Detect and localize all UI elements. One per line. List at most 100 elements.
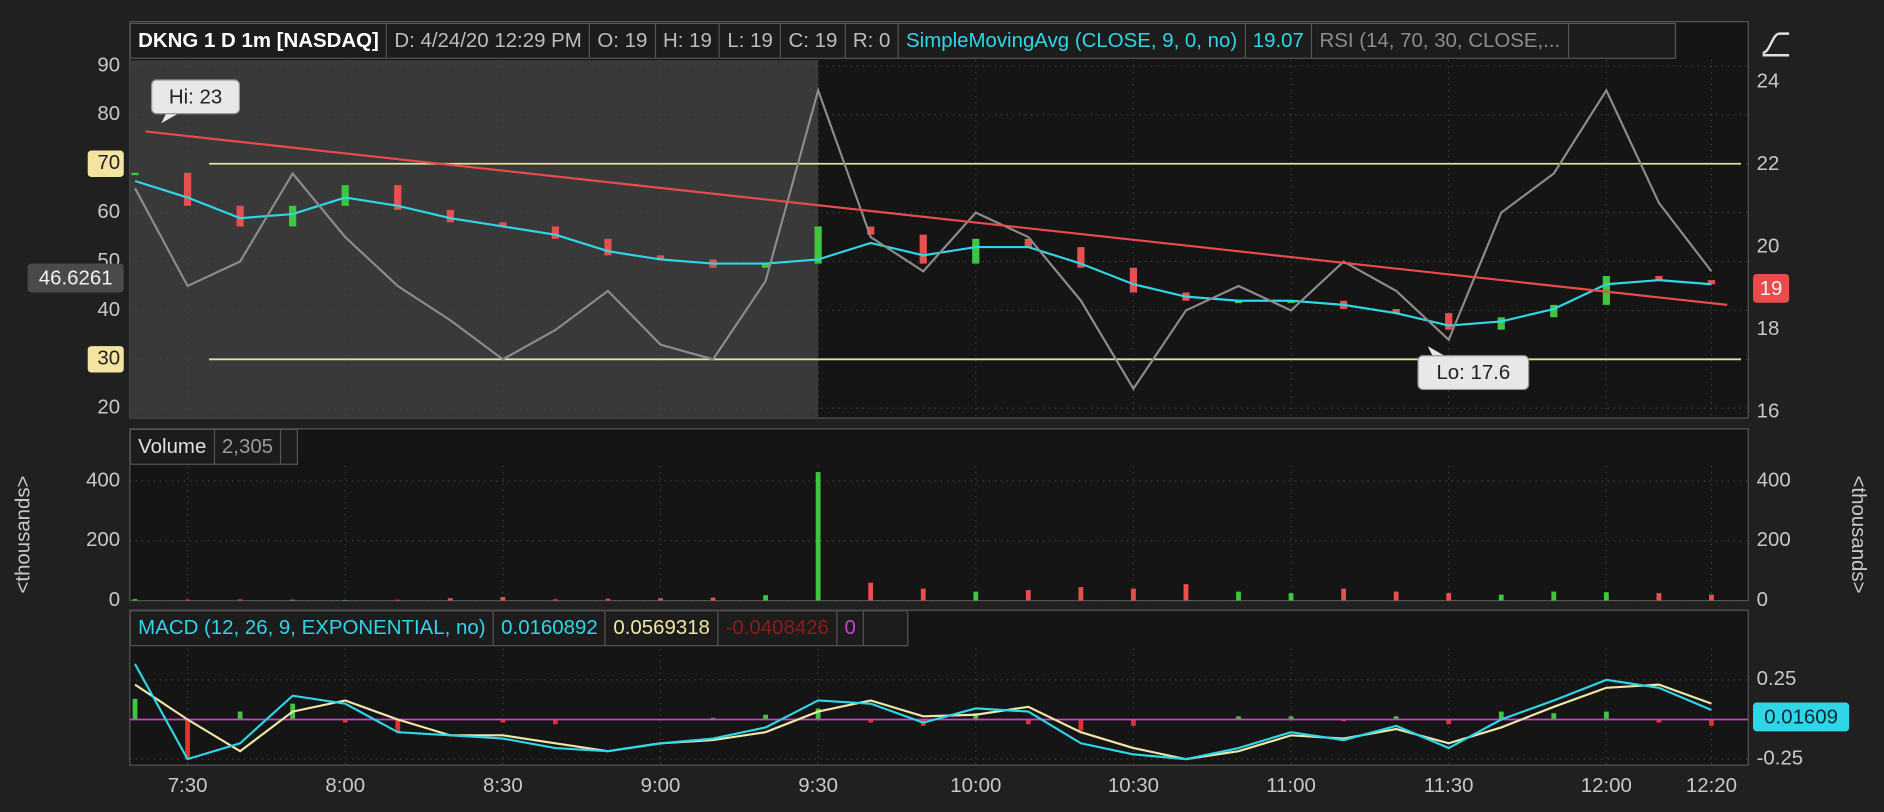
- price-candle: [1602, 275, 1610, 305]
- histogram-bar: [1656, 719, 1662, 723]
- last-value-label: 19: [1760, 278, 1783, 300]
- histogram-bar: [237, 711, 243, 720]
- y2-tick-label: 18: [1757, 318, 1780, 340]
- volume-bar: [447, 598, 453, 601]
- panel-header: MACD (12, 26, 9, EXPONENTIAL, no) 0.01608…: [129, 610, 909, 647]
- price-candle: [1234, 300, 1243, 304]
- volume-bar: [710, 597, 716, 601]
- x-tick-label: 8:30: [483, 775, 523, 797]
- x-tick-label: 12:20: [1686, 775, 1737, 797]
- price-candle: [1024, 238, 1032, 248]
- y-tick-label: 200: [1757, 529, 1791, 551]
- plot-layer: [129, 60, 1749, 419]
- y-tick-label: 0.25: [1757, 668, 1797, 690]
- histogram-bar: [132, 698, 138, 720]
- series-line: [134, 683, 1712, 761]
- histogram-bar: [815, 708, 821, 720]
- y-tick-label: 40: [97, 299, 120, 321]
- x-tick-label: 11:30: [1424, 775, 1474, 797]
- histogram-bar: [552, 719, 558, 725]
- annotation-box: [1417, 355, 1530, 391]
- panel-header: Volume 2,305: [129, 428, 298, 465]
- volume-bar: [1709, 594, 1714, 601]
- price-candle: [394, 185, 402, 210]
- volume-bar: [1603, 592, 1609, 601]
- histogram-bar: [973, 713, 979, 720]
- price-candle: [236, 205, 244, 227]
- header-stat: O: 19: [590, 24, 656, 58]
- legend-value: 0.0160892: [494, 611, 607, 646]
- y-tick-label: 30: [97, 348, 120, 370]
- histogram-bar: [1498, 711, 1504, 720]
- last-value-label: 46.6261: [39, 268, 113, 290]
- y-tick-label: 70: [97, 152, 120, 174]
- annotation-box: [151, 79, 240, 115]
- series-line: [134, 86, 1713, 391]
- histogram-bar: [500, 719, 506, 723]
- x-tick-label: 10:30: [1108, 775, 1159, 797]
- price-candle: [1445, 313, 1453, 330]
- panel-frame: [129, 428, 1749, 602]
- y-tick-label: 20: [97, 397, 120, 419]
- last-value-box: [27, 263, 124, 293]
- volume-bar: [605, 598, 611, 601]
- price-candle: [656, 255, 665, 260]
- volume-bar: [920, 588, 926, 601]
- histogram-bar: [868, 719, 874, 723]
- header-value: 2,305: [215, 430, 282, 464]
- y-axis-label: <thousands>: [1847, 476, 1869, 594]
- price-candle: [1655, 275, 1663, 281]
- last-value-box: [1753, 702, 1850, 732]
- volume-bar: [1078, 587, 1084, 601]
- last-value-label: 0.01609: [1764, 707, 1838, 729]
- volume-bar: [132, 599, 138, 601]
- price-candle: [289, 205, 297, 227]
- panel-title: MACD (12, 26, 9, EXPONENTIAL, no): [131, 611, 494, 646]
- volume-bar: [1025, 590, 1031, 601]
- series-line: [134, 179, 1712, 327]
- series-line: [134, 663, 1712, 761]
- histogram-bar: [1288, 716, 1294, 720]
- price-candle: [1129, 267, 1138, 293]
- histogram-bar: [1709, 719, 1714, 726]
- study-icon[interactable]: [1760, 26, 1791, 57]
- volume-bar: [1656, 593, 1662, 601]
- volume-bar: [763, 595, 768, 601]
- last-value-box: [1753, 273, 1790, 303]
- y-tick-label: 60: [97, 201, 120, 223]
- histogram-bar: [1025, 719, 1031, 725]
- price-candle: [446, 209, 454, 223]
- price-candle: [1077, 247, 1085, 268]
- y-tick-label: 400: [1757, 469, 1791, 491]
- price-candle: [761, 263, 770, 268]
- price-candle: [1550, 304, 1558, 318]
- volume-bar: [973, 591, 979, 601]
- histogram-bar: [1236, 716, 1241, 720]
- header-stat: C: 19: [781, 24, 846, 58]
- volume-bar: [1288, 593, 1294, 601]
- x-tick-label: 8:00: [325, 775, 365, 797]
- volume-bar: [185, 599, 190, 601]
- histogram-bar: [1078, 719, 1084, 731]
- x-tick-label: 10:00: [950, 775, 1001, 797]
- volume-bar: [395, 599, 401, 601]
- legend-value: 19.07: [1246, 24, 1313, 58]
- annotation-pointer: [1427, 346, 1445, 356]
- volume-bar: [1131, 588, 1136, 601]
- legend-value: -0.0408426: [718, 611, 838, 646]
- price-candle: [183, 172, 192, 206]
- legend-value: 0.0569318: [606, 611, 719, 646]
- volume-bar: [342, 599, 348, 601]
- premarket-shade: [129, 60, 819, 419]
- histogram-bar: [395, 719, 401, 733]
- volume-bar: [500, 597, 506, 601]
- y-tick-label: -0.25: [1757, 748, 1804, 770]
- y2-tick-label: 22: [1757, 153, 1780, 175]
- icon-glyph[interactable]: [1762, 32, 1790, 57]
- plot-layer: [129, 648, 1749, 766]
- y2-tick-label: 24: [1757, 70, 1780, 92]
- volume-bar: [1341, 588, 1347, 601]
- price-candle: [1497, 317, 1505, 330]
- histogram-bar: [1603, 711, 1609, 720]
